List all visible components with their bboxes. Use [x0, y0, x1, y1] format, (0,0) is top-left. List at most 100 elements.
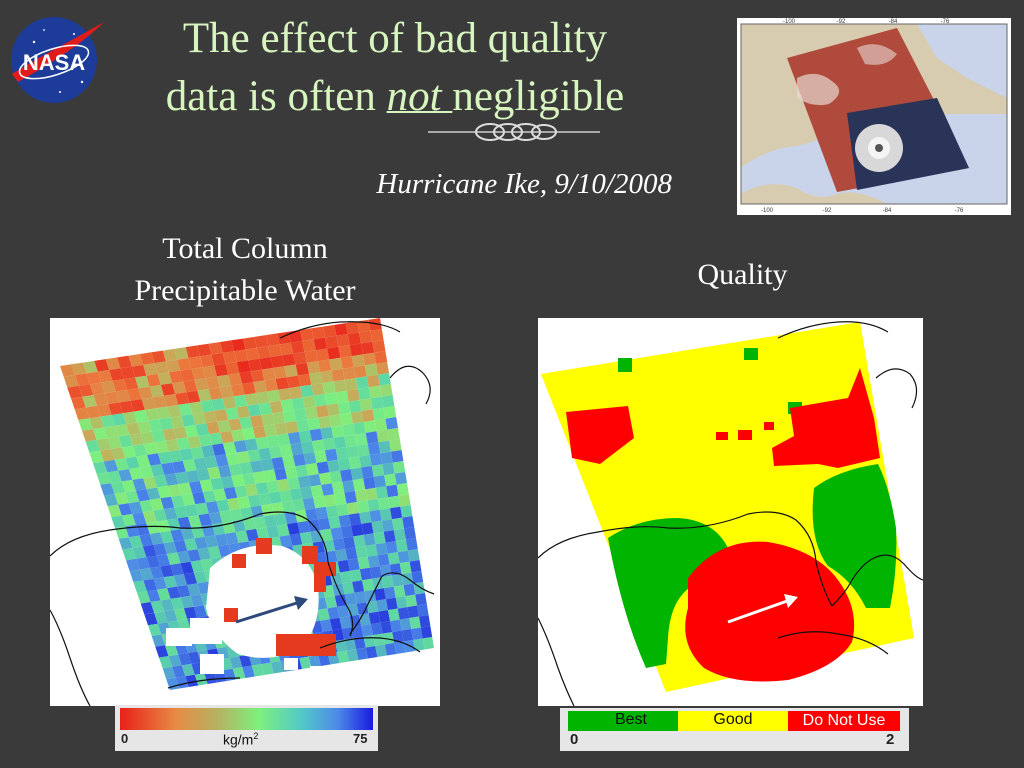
slide-title: The effect of bad quality data is often … — [105, 10, 685, 126]
pw-cell — [242, 665, 255, 678]
quality-legend: Best Good Do Not Use 0 2 — [560, 708, 909, 751]
pw-cell — [78, 384, 94, 397]
pw-cell — [247, 404, 262, 417]
pw-cell — [139, 465, 154, 479]
pw-cell — [244, 438, 259, 451]
pw-cell — [208, 387, 223, 400]
pw-cell — [170, 563, 184, 576]
pw-cell — [118, 434, 133, 448]
pw-cell — [333, 436, 347, 449]
pw-cell — [345, 547, 358, 560]
pw-cell — [71, 362, 87, 376]
pw-cell — [132, 512, 147, 525]
pw-cell — [286, 375, 301, 389]
pw-cell — [284, 466, 298, 479]
pw-cell — [357, 387, 371, 400]
pw-cell — [245, 483, 259, 497]
pw-cell — [279, 342, 294, 356]
precipitable-water-colorbar: 0 kg/m2 75 — [115, 705, 378, 751]
pw-cell — [375, 486, 389, 499]
pw-cell — [366, 600, 379, 614]
pw-cell — [181, 663, 195, 677]
pw-cell — [241, 427, 256, 441]
pw-cell — [183, 572, 198, 585]
pw-cell — [295, 362, 310, 376]
pw-cell — [396, 483, 409, 496]
pw-cell — [338, 345, 352, 358]
pw-cell — [362, 352, 376, 366]
pw-cell — [107, 470, 122, 484]
pw-cell — [146, 487, 161, 500]
pw-cell — [146, 555, 161, 568]
pw-cell — [118, 469, 133, 482]
pw-cell — [395, 539, 408, 553]
pw-cell — [355, 545, 368, 559]
pw-cell — [315, 552, 328, 565]
pw-cell — [191, 526, 205, 539]
pw-cell — [256, 527, 270, 540]
pw-cell — [327, 346, 341, 360]
pw-cell — [334, 323, 348, 336]
pw-cell — [198, 513, 212, 526]
pw-cell — [160, 530, 174, 544]
pw-cell — [228, 463, 243, 477]
slide-subtitle: Hurricane Ike, 9/10/2008 — [376, 168, 672, 200]
pw-cell — [153, 475, 168, 488]
pw-cell — [185, 674, 199, 687]
pw-cell — [89, 450, 104, 464]
pw-cell — [289, 386, 303, 399]
pw-cell — [164, 473, 179, 486]
pw-cell — [403, 583, 416, 597]
pw-cell — [317, 608, 330, 621]
pw-cell — [287, 522, 300, 535]
pw-cell — [143, 578, 158, 592]
pw-cell — [382, 632, 395, 645]
pw-cell — [297, 475, 311, 489]
pw-cell — [356, 647, 368, 660]
pw-cell — [82, 395, 97, 408]
pw-cell — [222, 351, 237, 364]
pw-cell — [415, 593, 427, 606]
pw-cell — [174, 608, 188, 621]
pw-cell — [364, 363, 378, 377]
pw-cell — [178, 653, 192, 666]
pw-cell — [335, 549, 348, 562]
pw-cell — [355, 376, 369, 389]
pw-cell — [381, 395, 395, 408]
pw-cell — [261, 662, 274, 675]
pw-cell — [250, 460, 264, 473]
pw-cell — [370, 329, 384, 342]
pw-cell — [192, 491, 206, 505]
pw-cell — [402, 516, 415, 529]
pw-cell — [325, 335, 339, 349]
pw-cell — [231, 474, 245, 487]
legend-good-swatch — [678, 711, 788, 731]
pw-cell — [407, 549, 420, 562]
flourish-divider-icon — [428, 123, 600, 141]
quality-do-not-use-regions — [566, 368, 880, 682]
pw-cell — [351, 354, 365, 368]
pw-cell — [167, 586, 181, 599]
pw-cell — [239, 416, 253, 430]
arrow-icon — [235, 596, 308, 624]
pw-map-gaps — [166, 544, 319, 674]
pw-cell — [156, 406, 171, 420]
pw-cell — [266, 480, 280, 493]
pw-cell — [215, 454, 229, 467]
pw-cell — [82, 429, 97, 442]
pw-cell — [207, 466, 221, 480]
pw-cell — [359, 398, 373, 411]
pw-cell — [142, 510, 157, 524]
pw-cell — [373, 475, 387, 488]
pw-cell — [250, 415, 264, 428]
pw-cell — [235, 530, 249, 543]
pw-map-coastlines — [50, 321, 435, 706]
pw-cell — [118, 503, 133, 516]
pw-cell — [157, 372, 173, 385]
pw-cell — [151, 350, 166, 364]
pw-cell — [147, 589, 161, 602]
pw-cell — [252, 471, 267, 484]
pw-cell — [170, 415, 185, 429]
pw-cell — [117, 355, 132, 369]
pw-cell — [324, 448, 338, 462]
